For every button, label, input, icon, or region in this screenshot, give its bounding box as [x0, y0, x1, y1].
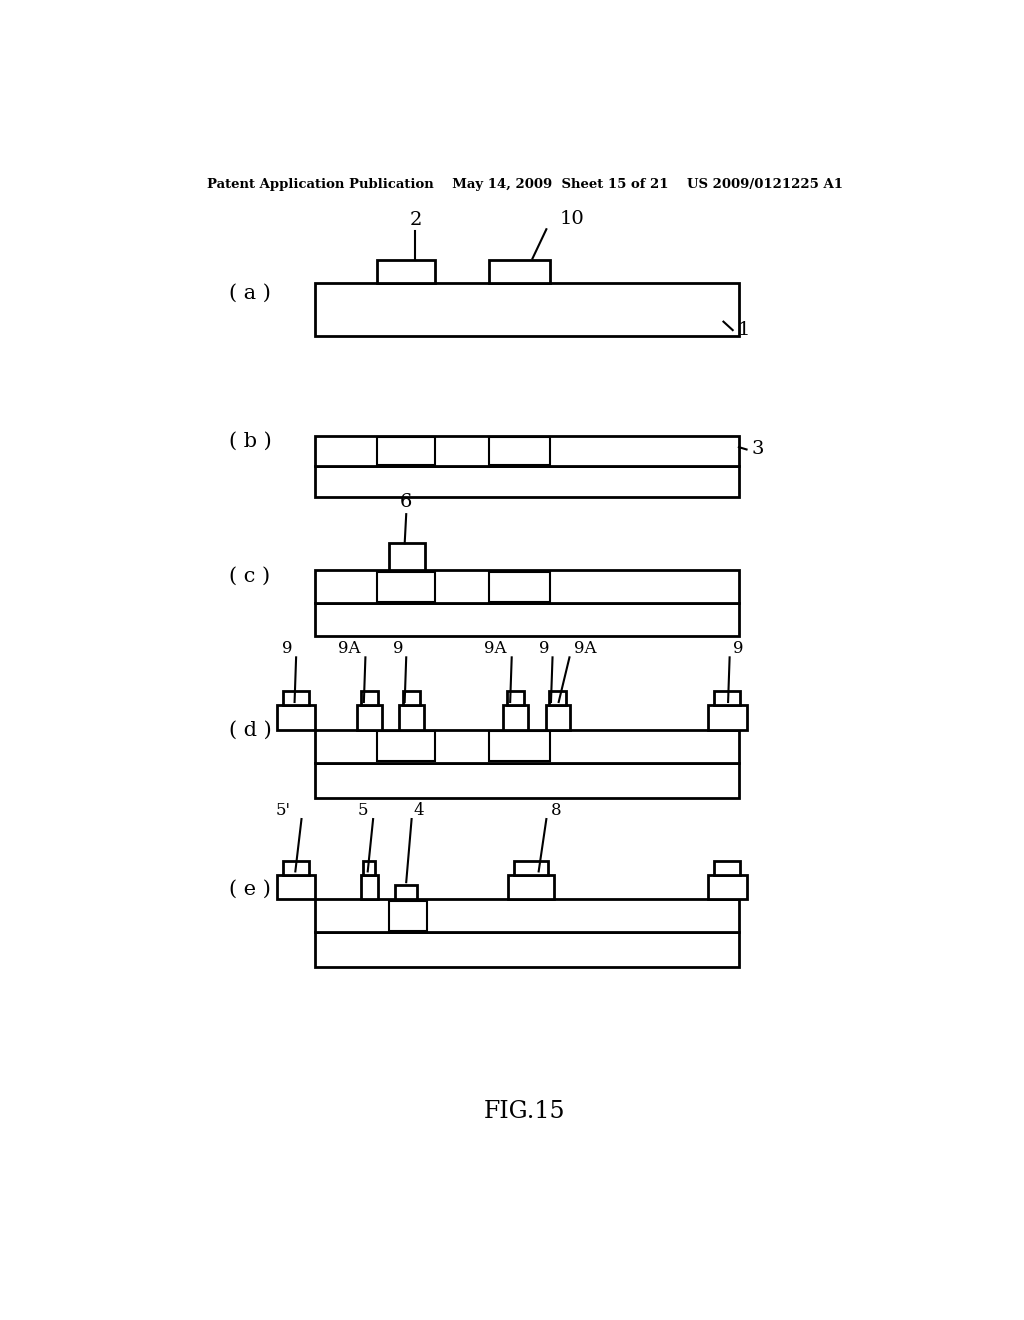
Bar	[508, 875, 554, 899]
Text: 2: 2	[410, 211, 422, 230]
Bar	[488, 572, 550, 602]
Bar	[546, 705, 570, 730]
Text: 10: 10	[559, 210, 585, 227]
Bar	[315, 763, 739, 797]
Bar	[315, 570, 739, 603]
Bar	[403, 692, 420, 705]
Bar	[315, 899, 739, 932]
Text: Patent Application Publication    May 14, 2009  Sheet 15 of 21    US 2009/012122: Patent Application Publication May 14, 2…	[207, 178, 843, 190]
Bar	[360, 875, 378, 899]
Text: 5: 5	[357, 803, 368, 818]
Bar	[514, 861, 548, 875]
Text: 5': 5'	[275, 803, 291, 818]
Text: ( b ): ( b )	[228, 432, 271, 451]
Bar	[377, 731, 435, 762]
Bar	[488, 260, 550, 284]
Text: ( a ): ( a )	[229, 284, 270, 302]
Text: 3: 3	[752, 441, 764, 458]
Text: 9A: 9A	[574, 640, 597, 657]
Bar	[708, 705, 746, 730]
Bar	[315, 603, 739, 636]
Bar	[388, 900, 427, 931]
Text: ( d ): ( d )	[228, 721, 271, 739]
Bar	[488, 437, 550, 465]
Bar	[360, 692, 378, 705]
Bar	[550, 692, 566, 705]
Text: FIG.15: FIG.15	[484, 1100, 565, 1123]
Text: ( e ): ( e )	[229, 880, 270, 899]
Text: 8: 8	[551, 803, 561, 818]
Bar	[364, 861, 376, 875]
Text: ( c ): ( c )	[229, 566, 270, 586]
Text: 9: 9	[282, 640, 292, 657]
Bar	[714, 692, 740, 705]
Text: 9A: 9A	[338, 640, 360, 657]
Bar	[315, 466, 739, 498]
Bar	[377, 572, 435, 602]
Bar	[395, 886, 417, 899]
Bar	[377, 260, 435, 284]
Bar	[399, 705, 424, 730]
Bar	[357, 705, 382, 730]
Bar	[714, 861, 740, 875]
Bar	[377, 437, 435, 465]
Bar	[283, 861, 309, 875]
Bar	[507, 692, 524, 705]
Bar	[708, 875, 746, 899]
Bar	[276, 705, 315, 730]
Bar	[488, 731, 550, 762]
Text: 6: 6	[400, 494, 413, 511]
Bar	[503, 705, 528, 730]
Bar	[276, 875, 315, 899]
Text: 1: 1	[737, 321, 750, 339]
Text: 9A: 9A	[483, 640, 506, 657]
Bar	[315, 436, 739, 466]
Text: 9: 9	[733, 640, 744, 657]
Bar	[388, 544, 425, 570]
Bar	[315, 284, 739, 335]
Text: 9: 9	[539, 640, 550, 657]
Text: 4: 4	[414, 803, 425, 818]
Bar	[315, 932, 739, 966]
Bar	[315, 730, 739, 763]
Text: 9: 9	[393, 640, 403, 657]
Bar	[283, 692, 309, 705]
